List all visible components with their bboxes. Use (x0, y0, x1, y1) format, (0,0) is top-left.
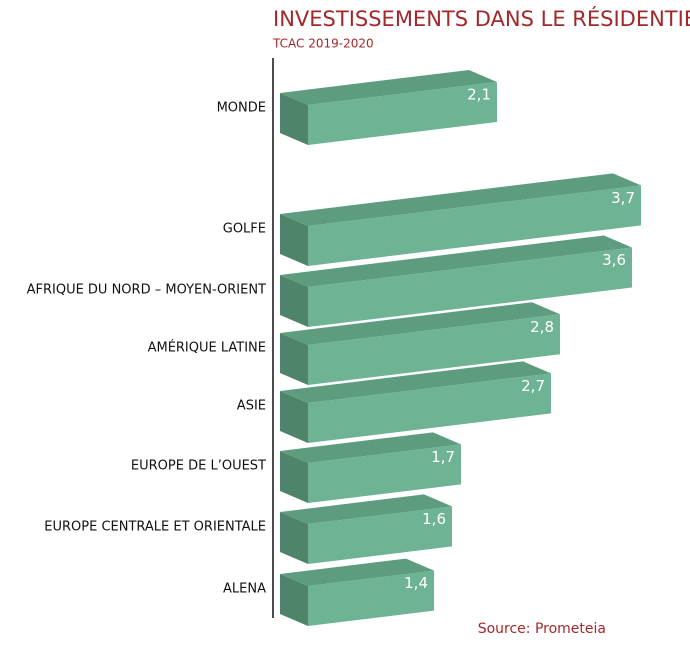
bar (308, 444, 461, 503)
bar-side (280, 574, 308, 626)
bar-top (280, 432, 461, 463)
value-label: 3,7 (611, 189, 635, 207)
bar (308, 314, 560, 385)
bar (308, 185, 641, 266)
source-note: Source: Prometeia (478, 621, 606, 637)
bar-top (280, 302, 560, 345)
category-label: AMÉRIQUE LATINE (148, 340, 266, 356)
category-label: AFRIQUE DU NORD – MOYEN-ORIENT (27, 283, 266, 298)
category-label: EUROPE CENTRALE ET ORIENTALE (44, 520, 266, 535)
value-label: 2,8 (530, 318, 554, 336)
bar-top (280, 173, 641, 226)
bar (308, 81, 497, 145)
bar-top (280, 494, 452, 524)
category-label: EUROPE DE L’OUEST (131, 459, 266, 474)
bar-top (280, 361, 551, 403)
value-label: 1,7 (431, 448, 455, 466)
category-label: ALENA (223, 582, 266, 597)
category-label: MONDE (217, 101, 266, 116)
bar-side (280, 512, 308, 564)
bar-side (280, 214, 308, 266)
bar-side (280, 451, 308, 503)
value-label: 1,6 (422, 510, 446, 528)
category-label: ASIE (237, 399, 266, 414)
value-label: 2,1 (467, 85, 491, 103)
bar-side (280, 93, 308, 145)
chart-subtitle: TCAC 2019-2020 (272, 37, 374, 51)
value-label: 2,7 (521, 377, 545, 395)
bar-side (280, 391, 308, 443)
bar-side (280, 275, 308, 327)
bar (308, 373, 551, 443)
bar-top (280, 69, 497, 105)
value-label: 3,6 (602, 251, 626, 269)
bar-top (280, 235, 632, 287)
chart-title: INVESTISSEMENTS DANS LE RÉSIDENTIEL (273, 6, 690, 31)
bar-top (280, 558, 434, 586)
bar (308, 506, 452, 564)
bar (308, 247, 632, 327)
value-label: 1,4 (404, 574, 428, 592)
category-label: GOLFE (223, 222, 266, 237)
bar (308, 570, 434, 626)
bar-side (280, 333, 308, 385)
